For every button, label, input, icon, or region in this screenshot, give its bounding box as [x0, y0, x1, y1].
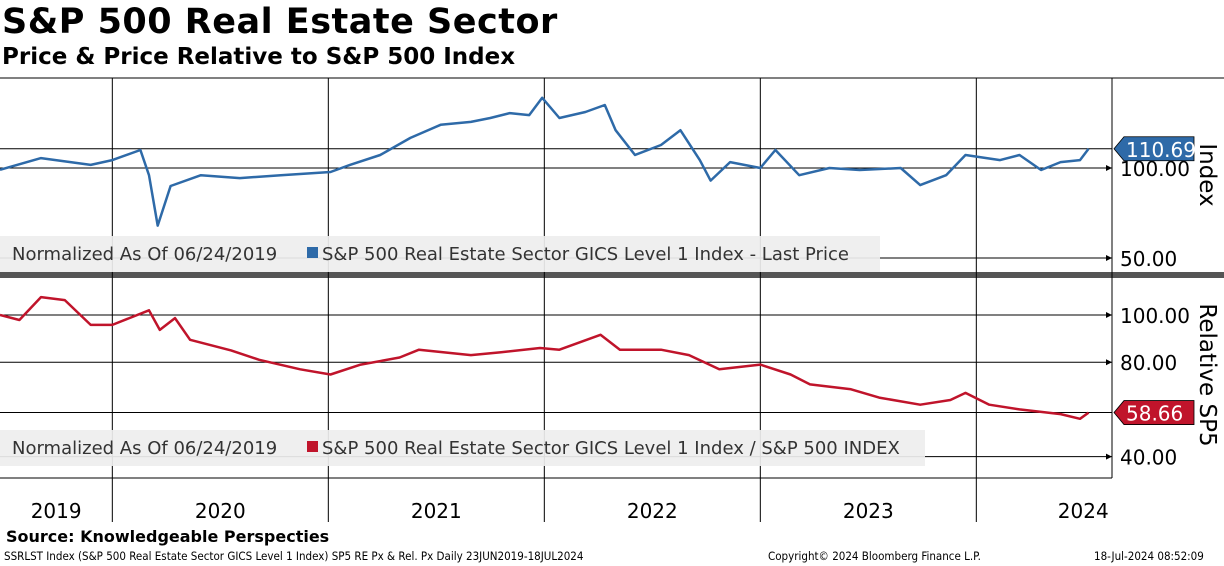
- legend-swatch: [307, 441, 318, 452]
- x-tick-label: 2021: [411, 499, 462, 523]
- tick-arrow: [1106, 453, 1112, 460]
- legend-label: S&P 500 Real Estate Sector GICS Level 1 …: [322, 244, 849, 265]
- source-text: Source: Knowledgeable Perspecties: [6, 527, 330, 546]
- x-tick-label: 2022: [627, 499, 678, 523]
- x-tick-label: 2024: [1058, 499, 1109, 523]
- tick-arrow: [1106, 312, 1112, 318]
- footer-copyright: Copyright© 2024 Bloomberg Finance L.P.: [768, 549, 981, 563]
- legend-box: [0, 236, 880, 272]
- y-axis-title: Index: [1194, 143, 1220, 206]
- tick-arrow: [1106, 165, 1112, 171]
- chart-title: S&P 500 Real Estate Sector: [2, 2, 558, 42]
- tick-arrow: [1106, 359, 1112, 366]
- series-line-top: [0, 96, 1090, 227]
- legend-box: [0, 430, 925, 466]
- x-tick-label: 2020: [195, 499, 246, 523]
- chart-subtitle: Price & Price Relative to S&P 500 Index: [2, 44, 516, 70]
- legend-prefix: Normalized As Of 06/24/2019: [12, 438, 277, 459]
- y-axis-title: Relative SP5: [1194, 303, 1220, 446]
- y-tick-label: 50.00: [1120, 247, 1177, 271]
- footer-description: SSRLST Index (S&P 500 Real Estate Sector…: [4, 549, 584, 563]
- tick-arrow: [1106, 255, 1112, 261]
- y-tick-label: 80.00: [1120, 351, 1177, 375]
- footer-timestamp: 18-Jul-2024 08:52:09: [1094, 549, 1204, 563]
- last-value-label: 58.66: [1126, 402, 1183, 426]
- panel-divider: [0, 272, 1224, 278]
- series-line-bottom: [0, 295, 1090, 421]
- last-value-tag: [1113, 136, 1195, 162]
- x-tick-label: 2023: [843, 499, 894, 523]
- legend-label: S&P 500 Real Estate Sector GICS Level 1 …: [322, 438, 900, 459]
- y-tick-label: 40.00: [1120, 446, 1177, 470]
- last-value-tag: [1113, 400, 1195, 425]
- last-value-label: 110.69: [1126, 138, 1196, 162]
- legend-swatch: [307, 247, 318, 258]
- x-tick-label: 2019: [31, 499, 82, 523]
- legend-prefix: Normalized As Of 06/24/2019: [12, 244, 277, 265]
- y-tick-label: 100.00: [1120, 304, 1190, 328]
